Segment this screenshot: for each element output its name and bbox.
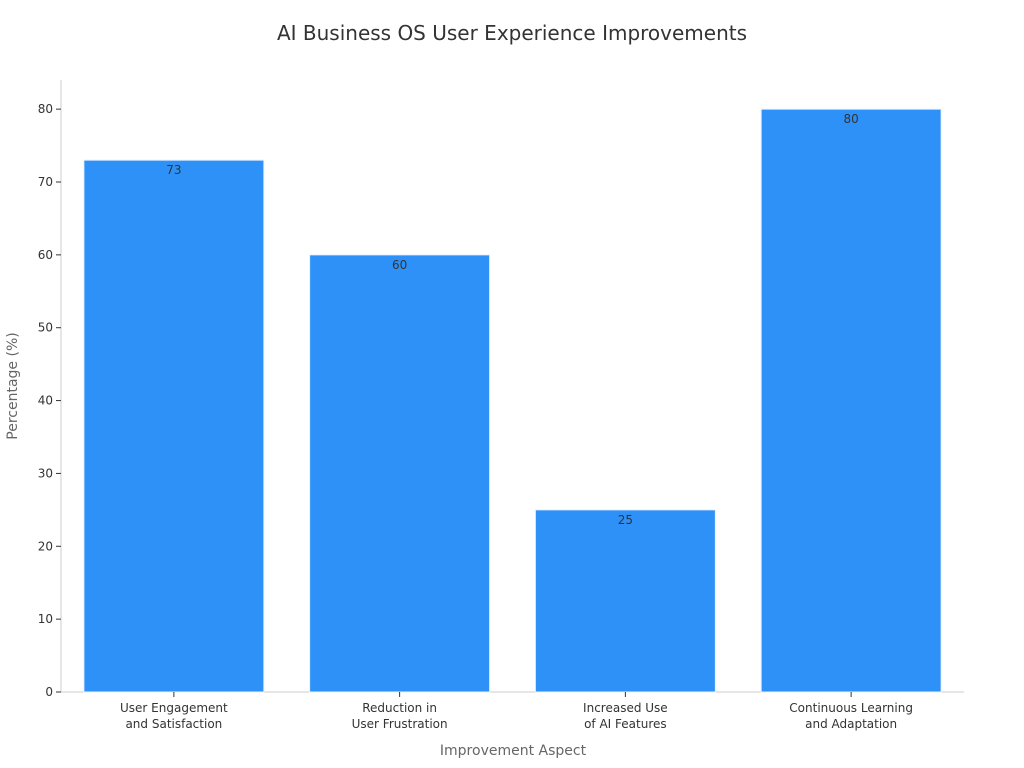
bar-value-label: 60 [392, 258, 407, 272]
y-tick-label: 80 [38, 102, 53, 116]
bar-value-label: 80 [843, 112, 858, 126]
bar [83, 159, 265, 693]
x-tick-label: of AI Features [584, 717, 667, 731]
bar-value-label: 25 [618, 513, 633, 527]
y-tick-label: 50 [38, 321, 53, 335]
y-axis-title: Percentage (%) [5, 332, 21, 439]
y-tick-label: 40 [38, 394, 53, 408]
bar [534, 509, 716, 693]
x-tick-label: User Frustration [352, 717, 448, 731]
x-axis-title: Improvement Aspect [440, 743, 587, 759]
bar-value-label: 73 [166, 163, 181, 177]
chart-title: AI Business OS User Experience Improveme… [277, 21, 747, 45]
x-tick-label: and Adaptation [805, 717, 897, 731]
x-tick-label: Reduction in [362, 701, 437, 715]
x-tick-label: Increased Use [583, 701, 668, 715]
x-tick-label: User Engagement [120, 701, 228, 715]
y-tick-label: 10 [38, 612, 53, 626]
plot-area: 0 10 20 30 40 50 60 70 80 73 User Engagement and Sa… [38, 80, 964, 731]
y-tick-label: 20 [38, 539, 53, 553]
y-tick-label: 30 [38, 466, 53, 480]
y-tick-label: 60 [38, 248, 53, 262]
y-tick-label: 0 [45, 685, 53, 699]
y-tick-label: 70 [38, 175, 53, 189]
x-tick-label: and Satisfaction [125, 717, 222, 731]
bar [309, 254, 491, 693]
bar [760, 108, 942, 693]
x-tick-label: Continuous Learning [789, 701, 913, 715]
